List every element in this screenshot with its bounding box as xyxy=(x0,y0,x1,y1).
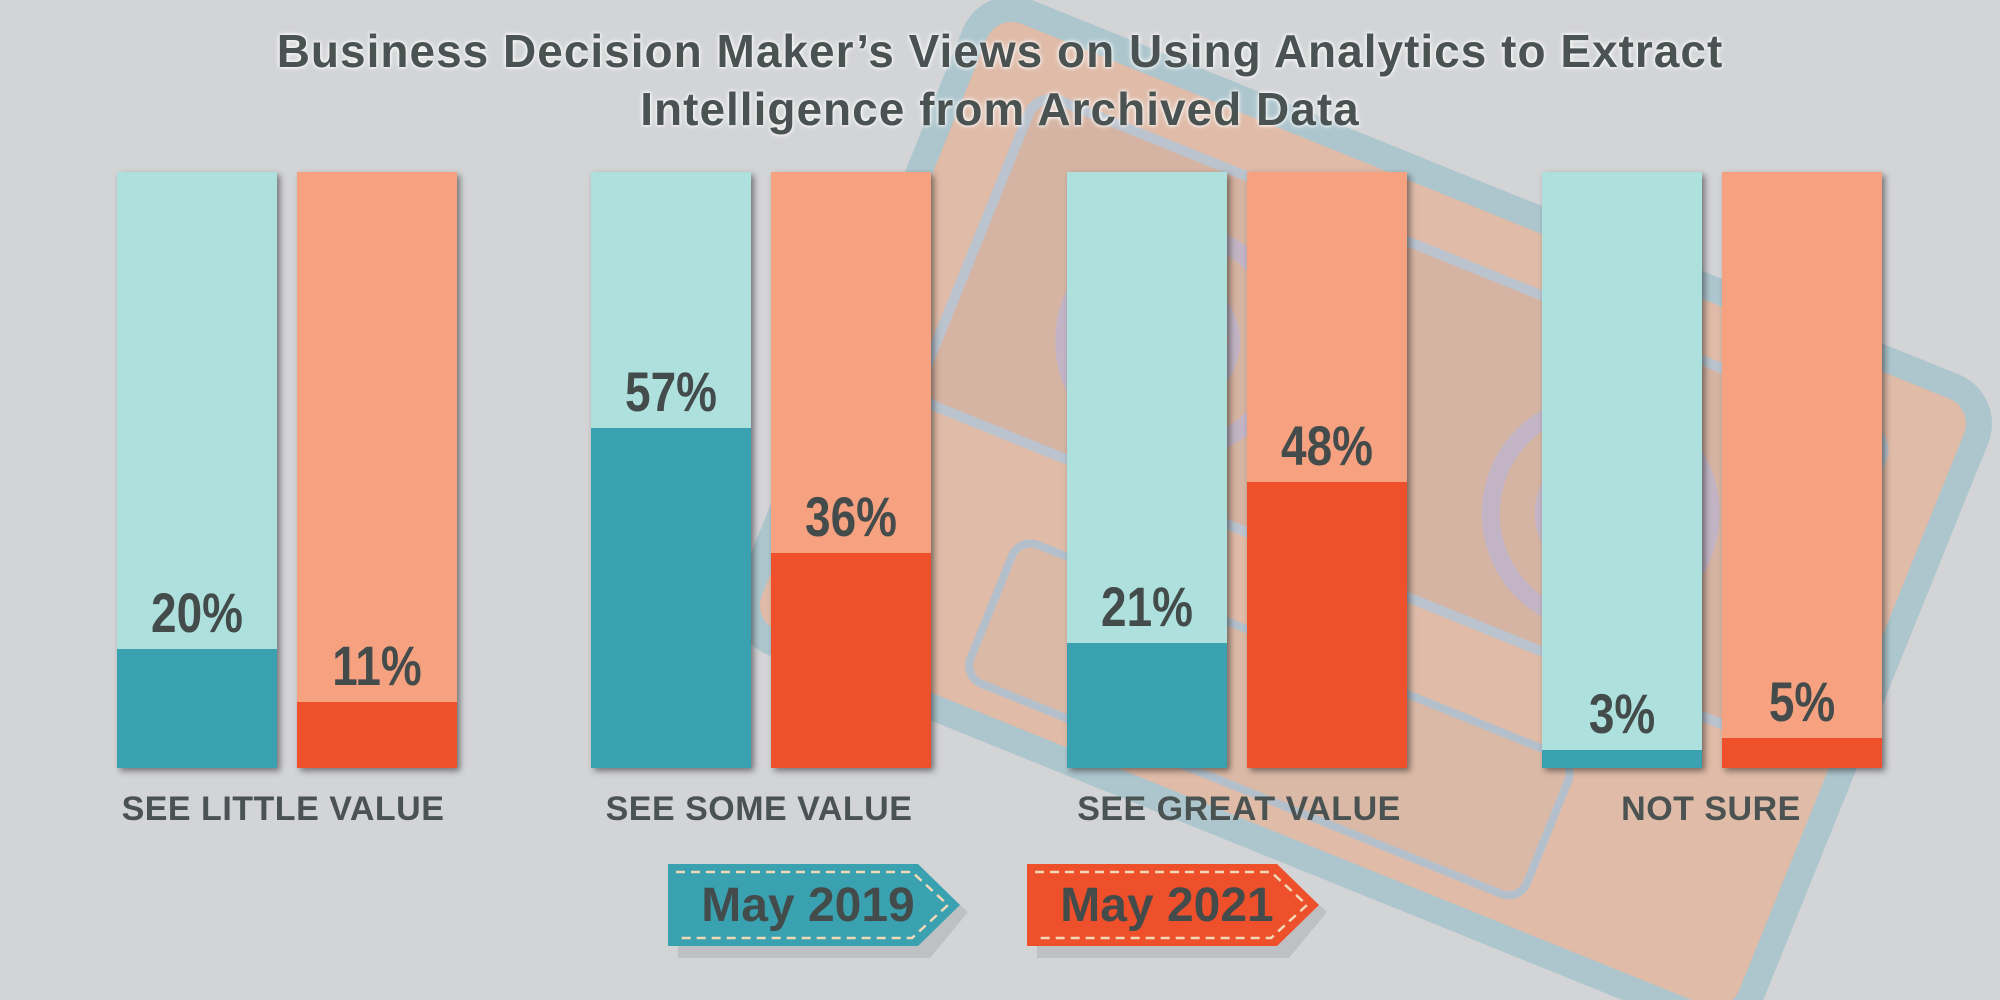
bar-value-fill xyxy=(117,649,277,768)
data-label: 48% xyxy=(1281,414,1373,477)
bar-value-fill xyxy=(591,428,751,768)
bar-value-fill xyxy=(1722,738,1882,768)
data-label: 20% xyxy=(151,581,243,644)
legend-label-may-2019: May 2019 xyxy=(701,879,915,932)
bar-may-2021-0: 11% xyxy=(297,172,457,768)
legend-item-may-2019: May 2019 xyxy=(668,860,968,960)
category-label-see-some-value: SEE SOME VALUE xyxy=(605,790,913,828)
bar-may-2021-1: 36% xyxy=(771,172,931,768)
bar-may-2019-1: 57% xyxy=(591,172,751,768)
legend-label-may-2021: May 2021 xyxy=(1060,879,1274,932)
data-label: 21% xyxy=(1101,575,1193,638)
legend-tag-teal-icon xyxy=(668,864,968,958)
data-label: 5% xyxy=(1768,670,1836,733)
bar-may-2021-3: 5% xyxy=(1722,172,1882,768)
bar-value-fill xyxy=(771,553,931,768)
bar-value-fill xyxy=(297,702,457,768)
bar-may-2019-3: 3% xyxy=(1542,172,1702,768)
data-label: 3% xyxy=(1588,682,1656,745)
bar-value-fill xyxy=(1067,643,1227,768)
category-label-not-sure: NOT SURE xyxy=(1621,790,1801,828)
legend-item-may-2021: May 2021 xyxy=(1027,860,1327,960)
bar-may-2019-2: 21% xyxy=(1067,172,1227,768)
chart-title-line-1: Business Decision Maker’s Views on Using… xyxy=(276,25,1724,77)
bar-value-fill xyxy=(1542,750,1702,768)
category-label-see-great-value: SEE GREAT VALUE xyxy=(1077,790,1401,828)
legend-tag-orange-icon xyxy=(1027,864,1327,958)
data-label: 57% xyxy=(625,360,717,423)
data-label: 36% xyxy=(805,485,897,548)
chart-title-line-2: Intelligence from Archived Data xyxy=(640,83,1360,135)
bar-may-2019-0: 20% xyxy=(117,172,277,768)
category-label-see-little-value: SEE LITTLE VALUE xyxy=(121,790,445,828)
data-label: 11% xyxy=(332,634,422,697)
chart-title: Business Decision Maker’s Views on Using… xyxy=(100,22,1900,138)
bar-may-2021-2: 48% xyxy=(1247,172,1407,768)
bar-value-fill xyxy=(1247,482,1407,768)
